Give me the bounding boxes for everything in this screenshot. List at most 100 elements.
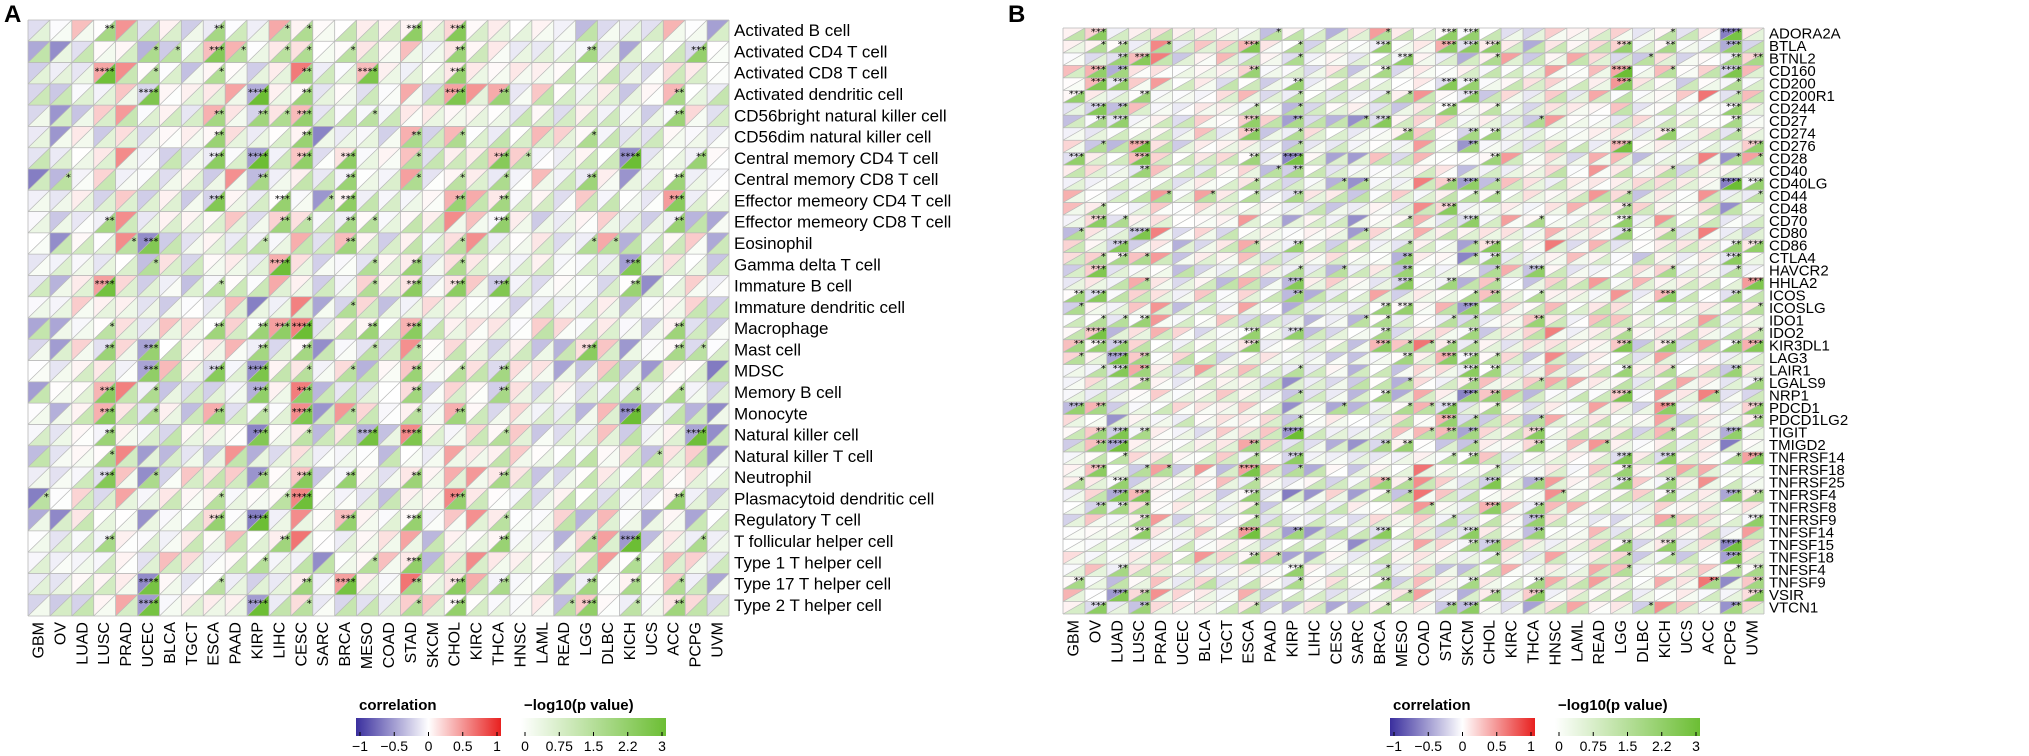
cell-diagonal — [465, 190, 489, 212]
cell-significance-stars: ** — [214, 322, 224, 333]
cell-diagonal — [684, 488, 708, 510]
cell-diagonal — [487, 466, 511, 489]
cell-diagonal — [290, 317, 314, 340]
cell-diagonal — [115, 360, 138, 383]
cell-diagonal — [619, 83, 642, 106]
cell-diagonal — [706, 62, 730, 85]
cell-diagonal — [663, 381, 686, 404]
cell-significance-stars: **** — [1721, 27, 1741, 38]
cell-diagonal — [684, 296, 708, 319]
cell-significance-stars: *** — [100, 407, 115, 418]
cell-diagonal — [290, 190, 314, 212]
cell-diagonal — [203, 466, 226, 489]
cell-diagonal — [246, 360, 270, 383]
cell-diagonal — [203, 360, 226, 383]
cell-diagonal — [619, 466, 642, 489]
cell-diagonal — [246, 211, 270, 234]
cell-diagonal — [268, 466, 292, 489]
column-label-laml: LAML — [534, 622, 551, 664]
cell-diagonal — [356, 445, 379, 468]
column-label-lgg: LGG — [578, 622, 595, 656]
cell-significance-stars: ** — [1293, 164, 1303, 175]
cell-diagonal — [268, 83, 292, 106]
cell-diagonal — [137, 275, 160, 297]
cell-diagonal — [334, 190, 357, 212]
legend-pvalue-tick-label: 1.5 — [584, 738, 604, 754]
cell-significance-stars: *** — [341, 151, 356, 162]
cell-diagonal — [203, 530, 226, 553]
cell-diagonal — [663, 211, 686, 234]
cell-significance-stars: **** — [358, 428, 378, 439]
cell-diagonal — [509, 232, 533, 255]
cell-diagonal — [663, 232, 686, 255]
cell-significance-stars: *** — [406, 556, 421, 567]
cell-significance-stars: * — [175, 45, 180, 56]
cell-significance-stars: **** — [358, 66, 378, 77]
cell-diagonal — [684, 317, 708, 340]
cell-diagonal — [203, 104, 226, 127]
cell-diagonal — [224, 211, 248, 234]
cell-diagonal — [422, 530, 445, 553]
cell-significance-stars: * — [373, 215, 378, 226]
cell-diagonal — [422, 253, 445, 276]
cell-diagonal — [509, 62, 533, 85]
cell-diagonal — [93, 62, 116, 85]
cell-diagonal — [334, 168, 357, 191]
cell-diagonal — [378, 168, 401, 191]
cell-correlation-triangle — [488, 509, 510, 531]
cell-diagonal — [115, 83, 138, 106]
cell-diagonal — [443, 41, 467, 63]
column-label-pcpg: PCPG — [688, 622, 705, 667]
cell-diagonal — [619, 190, 642, 212]
cell-significance-stars: ** — [346, 173, 356, 184]
cell-diagonal — [93, 360, 116, 383]
cell-significance-stars: ** — [105, 535, 115, 546]
cell-significance-stars: *** — [341, 513, 356, 524]
cell-diagonal — [465, 317, 489, 340]
cell-diagonal — [115, 381, 138, 404]
cell-diagonal — [465, 19, 489, 42]
cell-diagonal — [706, 445, 730, 468]
cell-diagonal — [706, 488, 730, 510]
cell-correlation-triangle — [312, 509, 335, 531]
legend-pvalue-title: −log10(p value) — [524, 697, 634, 714]
cell-significance-stars: *** — [1376, 114, 1391, 125]
cell-diagonal — [49, 381, 73, 404]
column-label-acc: ACC — [666, 622, 683, 656]
cell-diagonal — [27, 296, 51, 319]
cell-diagonal — [509, 424, 533, 446]
cell-diagonal — [684, 466, 708, 489]
cell-significance-stars: *** — [1726, 102, 1741, 113]
legend-a: correlation−1 −0.5 0 0.5 1−log10(p value)0 0.… — [352, 697, 666, 754]
cell-diagonal — [509, 466, 533, 489]
cell-significance-stars: ** — [411, 258, 421, 269]
cell-correlation-triangle — [707, 509, 729, 531]
cell-diagonal — [268, 19, 292, 42]
cell-diagonal — [246, 168, 270, 191]
cell-diagonal — [268, 402, 292, 425]
cell-significance-stars: ** — [1140, 164, 1150, 175]
cell-correlation-triangle — [685, 509, 708, 531]
cell-significance-stars: * — [351, 45, 356, 56]
cell-correlation-triangle — [597, 509, 620, 531]
cell-diagonal — [619, 339, 642, 361]
cell-significance-stars: *** — [297, 471, 312, 482]
cell-diagonal — [553, 190, 576, 212]
cell-diagonal — [663, 488, 686, 510]
panel-a-letter: A — [4, 1, 21, 28]
cell-diagonal — [422, 275, 445, 297]
cell-diagonal — [181, 190, 204, 212]
cell-diagonal — [71, 126, 94, 148]
cell-significance-stars: *** — [450, 492, 465, 503]
cell-significance-stars: ** — [499, 364, 509, 375]
column-label-paad: PAAD — [228, 622, 245, 664]
cell-significance-stars: ** — [1249, 152, 1259, 163]
cell-diagonal — [71, 509, 94, 532]
cell-diagonal — [641, 62, 664, 85]
cell-diagonal — [553, 402, 576, 425]
cell-diagonal — [597, 19, 620, 42]
cell-diagonal — [312, 147, 335, 170]
cell-significance-stars: ** — [411, 130, 421, 141]
column-label-lusc: LUSC — [96, 622, 113, 665]
cell-diagonal — [246, 317, 270, 340]
